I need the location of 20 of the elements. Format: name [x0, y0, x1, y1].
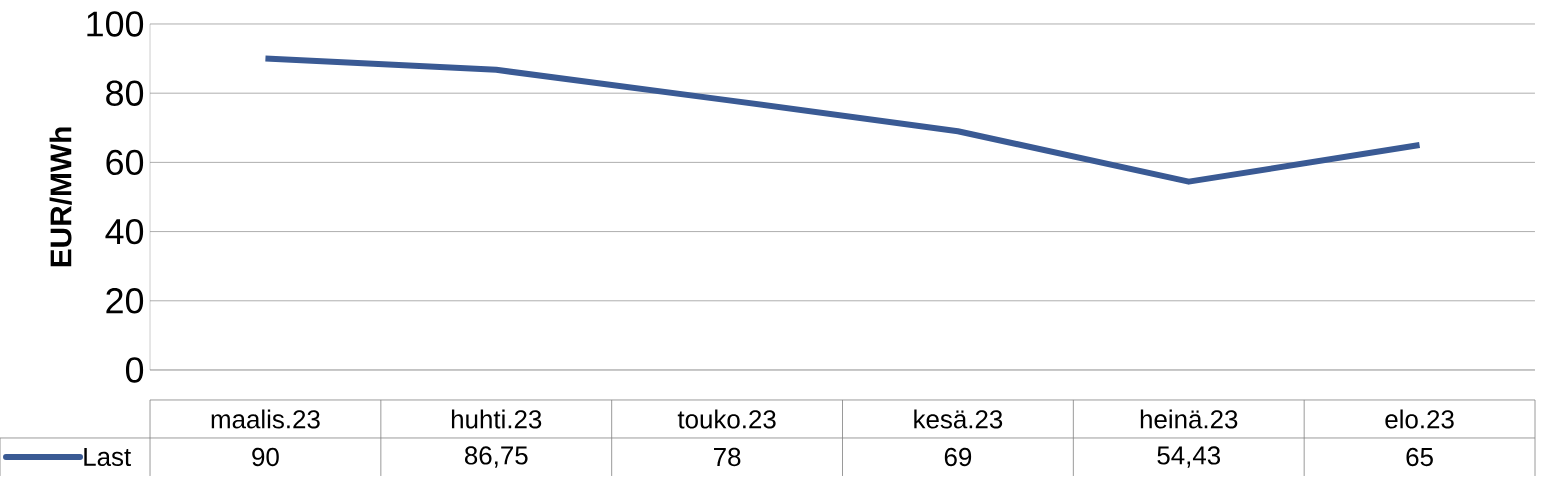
x-tick-label: heinä.23	[1140, 409, 1238, 429]
data-label: 90	[252, 447, 279, 467]
x-tick-label: elo.23	[1385, 409, 1454, 429]
y-axis-title: EUR/MWh	[49, 127, 72, 267]
data-label: 86,75	[464, 446, 528, 468]
data-label: 65	[1406, 447, 1433, 467]
data-label: 54,43	[1157, 446, 1221, 468]
x-tick-label: maalis.23	[211, 409, 320, 429]
y-tick-label: 60	[106, 149, 144, 176]
x-tick-label: huhti.23	[451, 409, 542, 429]
y-tick-label: 40	[105, 218, 144, 245]
data-label: 69	[944, 447, 972, 467]
y-tick-label: 100	[87, 11, 144, 37]
y-tick-label: 80	[106, 80, 144, 106]
x-tick-label: touko.23	[677, 409, 776, 429]
y-tick-label: 0	[125, 357, 144, 383]
y-tick-label: 20	[106, 288, 144, 314]
legend-label: Last	[84, 447, 131, 467]
data-label: 78	[714, 447, 741, 467]
x-tick-label: kesä.23	[914, 409, 1003, 429]
